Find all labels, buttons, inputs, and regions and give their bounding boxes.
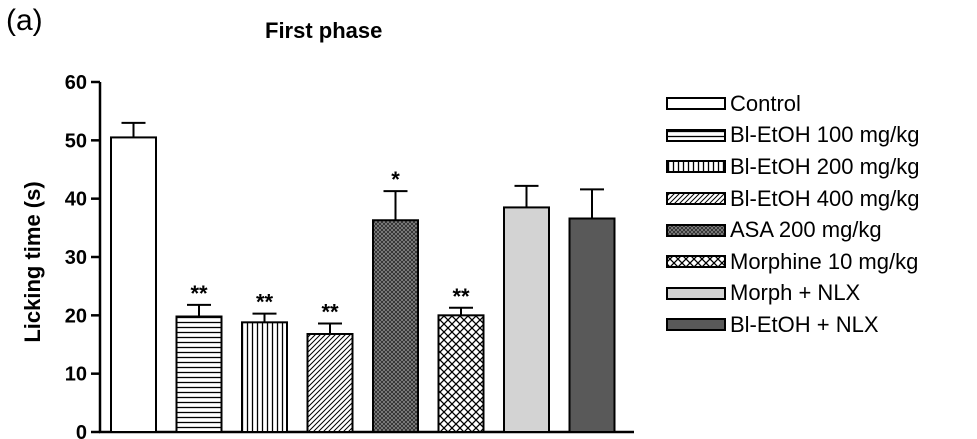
y-tick-label: 30: [65, 247, 87, 269]
legend-label: Control: [730, 90, 801, 116]
panel-label: (a): [6, 4, 43, 37]
significance-marker: **: [190, 281, 208, 306]
bar: [110, 136, 157, 434]
legend-swatch: [666, 128, 726, 142]
bar: [437, 314, 485, 434]
legend-item: Bl-EtOH 100 mg/kg: [666, 120, 920, 152]
legend-item: Morph + NLX: [666, 278, 920, 310]
y-tick-label: 40: [65, 189, 87, 211]
significance-marker: **: [321, 300, 339, 325]
legend-item: Bl-EtOH + NLX: [666, 309, 920, 341]
significance-marker: **: [256, 290, 274, 315]
y-tick-label: 0: [76, 422, 87, 439]
legend-item: Morphine 10 mg/kg: [666, 246, 920, 278]
legend-swatch: [666, 160, 726, 174]
legend-label: Bl-EtOH + NLX: [730, 311, 879, 337]
legend-label: ASA 200 mg/kg: [730, 217, 882, 243]
legend-label: Morphine 10 mg/kg: [730, 248, 919, 274]
legend-item: Bl-EtOH 200 mg/kg: [666, 151, 920, 183]
legend-swatch: [666, 286, 726, 300]
legend-label: Morph + NLX: [730, 280, 861, 306]
legend-swatch: [666, 192, 726, 206]
legend-item: ASA 200 mg/kg: [666, 214, 920, 246]
bar: [241, 321, 288, 434]
bar: [568, 217, 616, 433]
y-tick-label: 50: [65, 130, 87, 152]
y-tick-label: 10: [65, 364, 87, 386]
legend-swatch: [666, 223, 726, 237]
legend-label: Bl-EtOH 200 mg/kg: [730, 153, 920, 179]
y-tick-label: 60: [65, 72, 87, 94]
significance-marker: *: [391, 167, 400, 192]
legend-label: Bl-EtOH 400 mg/kg: [730, 185, 920, 211]
bar: [503, 206, 550, 433]
legend-swatch: [666, 318, 726, 332]
bar: [175, 315, 223, 433]
chart-title: First phase: [265, 18, 383, 43]
chart-axes: 0 10 20 30 40 50 60 Licking time (s): [20, 72, 634, 439]
chart-bars: ** ** *****: [110, 121, 616, 434]
legend: Control Bl-EtOH 100 mg/kg Bl-EtOH 200 mg/k…: [666, 88, 920, 341]
legend-item: Bl-EtOH 400 mg/kg: [666, 183, 920, 215]
bar: [372, 219, 419, 433]
y-axis-label: Licking time (s): [20, 181, 45, 342]
legend-label: Bl-EtOH 100 mg/kg: [730, 122, 920, 148]
y-tick-label: 20: [65, 305, 87, 327]
legend-swatch: [666, 255, 726, 269]
legend-swatch: [666, 97, 726, 111]
bar: [306, 333, 354, 433]
significance-marker: **: [452, 284, 470, 309]
legend-item: Control: [666, 88, 920, 120]
